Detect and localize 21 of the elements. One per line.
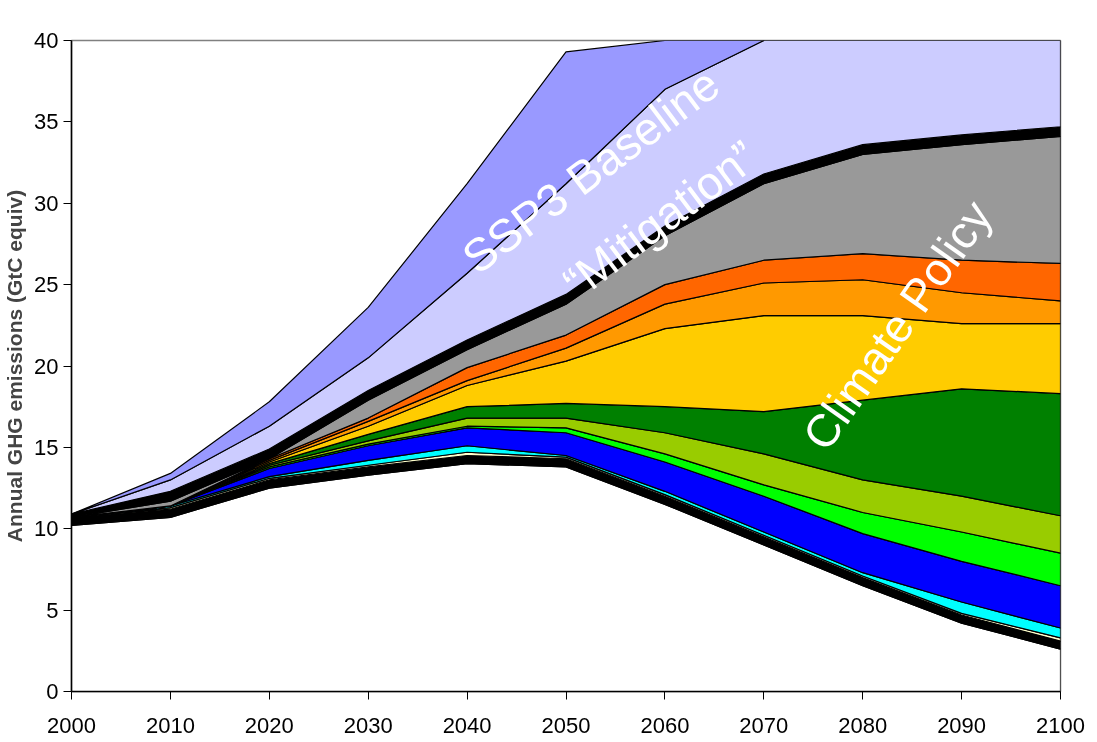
x-tick-label: 2000 [47, 712, 96, 738]
x-tick-label: 2060 [640, 712, 690, 738]
x-tick-label: 2100 [1036, 712, 1085, 738]
y-tick-label: 20 [34, 353, 59, 379]
x-tick-label: 2030 [343, 712, 393, 738]
x-tick-label: 2040 [442, 712, 492, 738]
y-axis-title: Annual GHG emissions (GtC equiv) [3, 189, 27, 543]
y-tick-label: 35 [34, 109, 59, 135]
x-tick-label: 2010 [145, 712, 195, 738]
x-tick-label: 2020 [244, 712, 294, 738]
y-tick-label: 10 [34, 516, 59, 542]
y-tick-label: 0 [46, 679, 59, 704]
y-tick-label: 5 [46, 597, 59, 623]
y-tick-label: 25 [34, 272, 59, 298]
x-tick-label: 2070 [739, 712, 789, 738]
x-tick-label: 2080 [838, 712, 888, 738]
y-tick-label: 30 [34, 190, 59, 216]
x-tick-label: 2050 [541, 712, 591, 738]
y-tick-label: 40 [34, 28, 59, 53]
x-tick-label: 2090 [937, 712, 987, 738]
y-tick-label: 15 [34, 434, 59, 460]
